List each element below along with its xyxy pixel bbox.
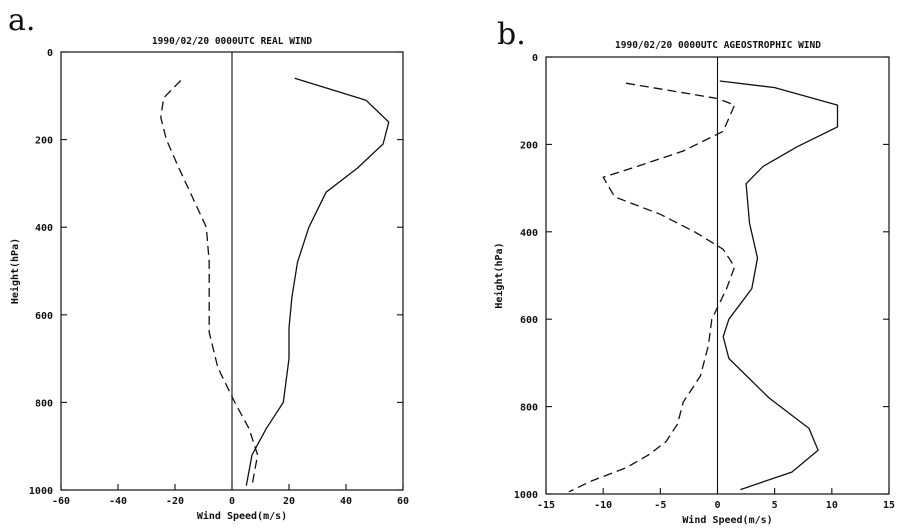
- chart-b-y-tick-label: 800: [520, 403, 538, 414]
- chart-a-panel-label: a.: [8, 3, 35, 38]
- chart-a-title: 1990/02/20 0000UTC REAL WIND: [152, 36, 312, 47]
- chart-a-x-tick-label: -60: [52, 496, 70, 507]
- chart-b-y-tick-label: 600: [520, 315, 538, 326]
- chart-a-y-tick-label: 800: [35, 398, 53, 409]
- chart-b-x-tick-label: -15: [537, 500, 555, 511]
- chart-a-y-tick-label: 600: [35, 311, 53, 322]
- chart-a-x-axis-title: Wind Speed(m/s): [197, 510, 287, 522]
- chart-a-series-solid-line: [245, 77, 390, 486]
- chart-a-x-tick-label: 0: [229, 496, 235, 507]
- chart-b-x-tick-label: -5: [654, 500, 666, 511]
- chart-b-panel-label: b.: [497, 17, 526, 52]
- chart-a-y-axis-title: Height(hPa): [9, 238, 21, 304]
- chart-b-x-tick-label: -10: [594, 500, 612, 511]
- chart-a-x-tick-label: 40: [340, 496, 352, 507]
- chart-a-x-tick-label: -20: [166, 496, 184, 507]
- chart-b-series-dashed-line: [568, 82, 736, 493]
- chart-b-series-solid-line: [719, 80, 839, 491]
- chart-a-x-tick-label: 60: [397, 496, 409, 507]
- chart-b-y-tick-label: 400: [520, 228, 538, 239]
- chart-b-x-tick-label: 5: [772, 500, 778, 511]
- chart-a-y-tick-label: 200: [35, 136, 53, 147]
- chart-b: b. 1990/02/20 0000UTC AGEOSTROPHIC WIND -1…: [493, 17, 895, 526]
- chart-b-y-tick-label: 200: [520, 140, 538, 151]
- chart-a-series-dashed-line: [160, 80, 259, 486]
- chart-b-x-tick-label: 0: [714, 500, 720, 511]
- chart-b-y-axis-title: Height(hPa): [493, 242, 505, 308]
- chart-b-y-tick-label: 1000: [514, 490, 538, 501]
- chart-a-y-tick-label: 0: [47, 48, 53, 59]
- chart-a-x-tick-label: -40: [109, 496, 127, 507]
- chart-a-y-tick-label: 1000: [29, 486, 53, 497]
- chart-a-y-tick-label: 400: [35, 223, 53, 234]
- chart-b-x-tick-label: 10: [826, 500, 838, 511]
- chart-b-x-tick-label: 15: [883, 500, 895, 511]
- chart-b-x-axis-title: Wind Speed(m/s): [682, 514, 772, 526]
- chart-b-title: 1990/02/20 0000UTC AGEOSTROPHIC WIND: [615, 40, 821, 51]
- chart-a: a. 1990/02/20 0000UTC REAL WIND -60 -40 -20 0…: [8, 3, 409, 522]
- chart-b-y-tick-label: 0: [532, 53, 538, 64]
- chart-a-x-tick-label: 20: [283, 496, 295, 507]
